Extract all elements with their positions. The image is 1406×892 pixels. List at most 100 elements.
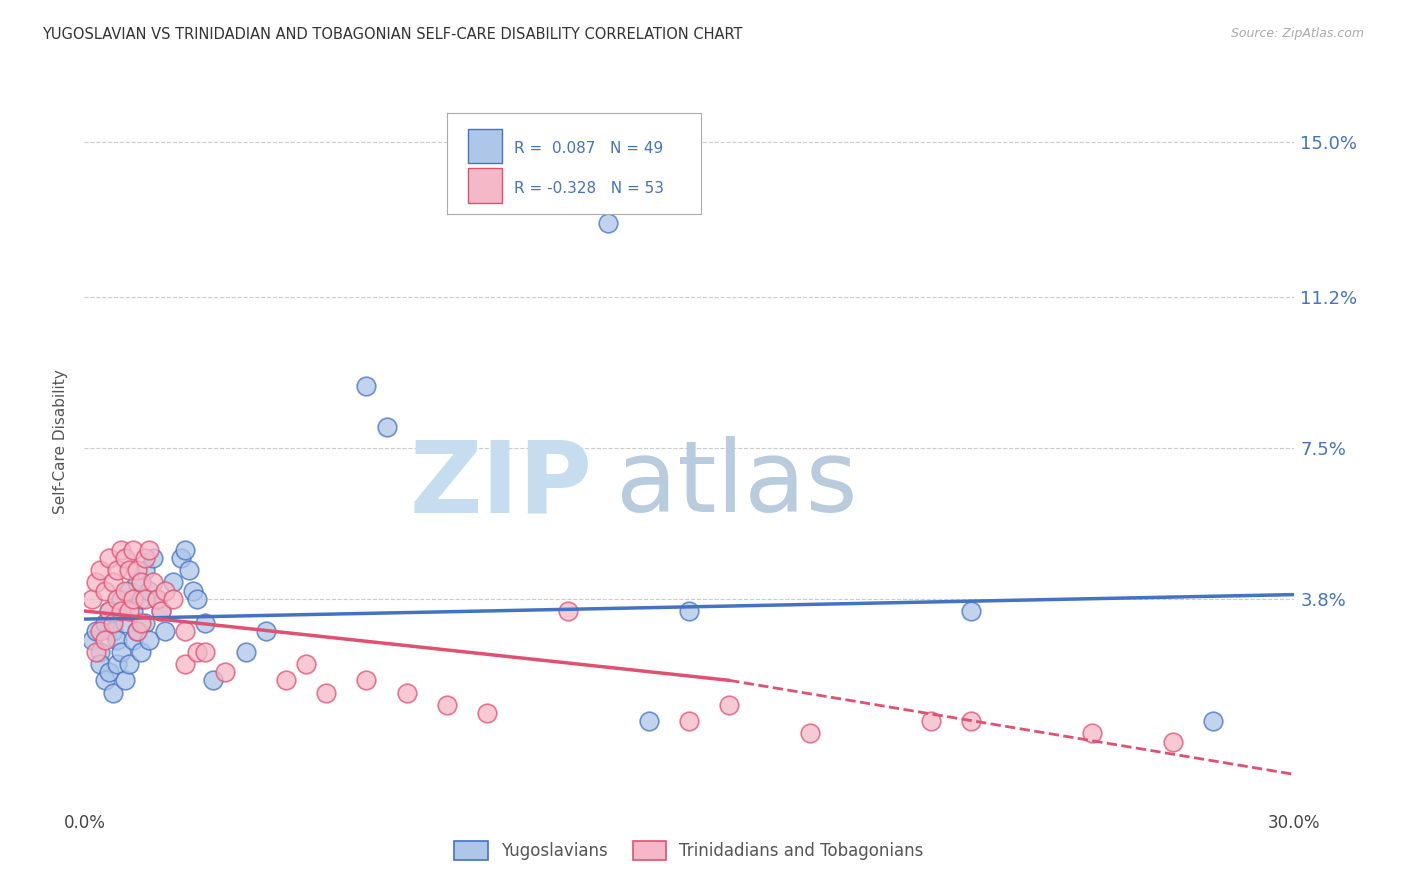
Point [179, 563, 201, 577]
Point [105, 657, 128, 671]
Point [118, 657, 141, 671]
Point [557, 604, 579, 618]
Point [134, 616, 156, 631]
Point [186, 645, 208, 659]
Point [598, 216, 620, 230]
Point [86, 575, 108, 590]
Point [356, 673, 378, 688]
Point [134, 563, 156, 577]
FancyBboxPatch shape [468, 169, 502, 203]
Point [202, 673, 225, 688]
Point [174, 624, 197, 639]
Text: R =  0.087   N = 49: R = 0.087 N = 49 [513, 141, 662, 156]
Point [110, 604, 132, 618]
Point [121, 542, 143, 557]
Point [274, 673, 297, 688]
Point [149, 604, 172, 618]
Text: YUGOSLAVIAN VS TRINIDADIAN AND TOBAGONIAN SELF-CARE DISABILITY CORRELATION CHART: YUGOSLAVIAN VS TRINIDADIAN AND TOBAGONIA… [42, 27, 742, 42]
Point [375, 420, 398, 434]
Point [194, 645, 217, 659]
Point [93, 632, 115, 647]
Point [121, 632, 143, 647]
Point [101, 575, 124, 590]
Point [89, 563, 111, 577]
Text: R = -0.328   N = 53: R = -0.328 N = 53 [513, 181, 664, 196]
Legend: Yugoslavians, Trinidadians and Tobagonians: Yugoslavians, Trinidadians and Tobagonia… [447, 834, 931, 867]
Point [118, 563, 141, 577]
Point [799, 726, 821, 740]
Point [97, 604, 120, 618]
Point [920, 714, 942, 728]
Point [125, 624, 148, 639]
Y-axis label: Self-Care Disability: Self-Care Disability [53, 369, 69, 514]
Point [110, 542, 132, 557]
Point [101, 624, 124, 639]
Point [1081, 726, 1104, 740]
FancyBboxPatch shape [447, 112, 702, 214]
Point [114, 673, 136, 688]
Point [121, 604, 143, 618]
Point [125, 575, 148, 590]
Point [235, 645, 257, 659]
Point [134, 591, 156, 606]
Point [105, 591, 128, 606]
Point [194, 616, 217, 631]
Point [718, 698, 741, 712]
Point [174, 657, 197, 671]
Point [101, 685, 124, 699]
Point [93, 583, 115, 598]
Point [89, 624, 111, 639]
Point [118, 604, 141, 618]
Point [1161, 734, 1184, 748]
Point [356, 379, 378, 393]
Point [82, 632, 104, 647]
Point [129, 591, 152, 606]
Point [125, 624, 148, 639]
Point [93, 673, 115, 688]
Point [97, 604, 120, 618]
Point [149, 604, 172, 618]
Point [82, 591, 104, 606]
Point [86, 624, 108, 639]
Point [89, 645, 111, 659]
Point [142, 575, 165, 590]
Point [214, 665, 236, 680]
Point [436, 698, 458, 712]
Point [162, 575, 184, 590]
Point [254, 624, 277, 639]
Point [138, 542, 160, 557]
FancyBboxPatch shape [468, 128, 502, 163]
Point [142, 550, 165, 565]
Point [86, 645, 108, 659]
Point [678, 714, 700, 728]
Point [1202, 714, 1225, 728]
Point [129, 575, 152, 590]
Point [146, 591, 169, 606]
Point [186, 591, 208, 606]
Point [105, 563, 128, 577]
Point [110, 645, 132, 659]
Point [315, 685, 337, 699]
Point [114, 583, 136, 598]
Point [125, 563, 148, 577]
Point [134, 550, 156, 565]
Point [295, 657, 318, 671]
Text: atlas: atlas [616, 436, 858, 533]
Point [395, 685, 418, 699]
Text: ZIP: ZIP [409, 436, 592, 533]
Point [153, 624, 176, 639]
Point [138, 583, 160, 598]
Point [114, 550, 136, 565]
Point [477, 706, 499, 720]
Point [101, 616, 124, 631]
Point [138, 632, 160, 647]
Point [114, 616, 136, 631]
Point [174, 542, 197, 557]
Point [153, 583, 176, 598]
Point [121, 591, 143, 606]
Point [93, 616, 115, 631]
Point [89, 657, 111, 671]
Point [105, 632, 128, 647]
Point [110, 591, 132, 606]
Text: Source: ZipAtlas.com: Source: ZipAtlas.com [1230, 27, 1364, 40]
